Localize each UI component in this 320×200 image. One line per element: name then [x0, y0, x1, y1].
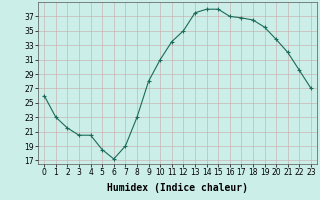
X-axis label: Humidex (Indice chaleur): Humidex (Indice chaleur): [107, 183, 248, 193]
